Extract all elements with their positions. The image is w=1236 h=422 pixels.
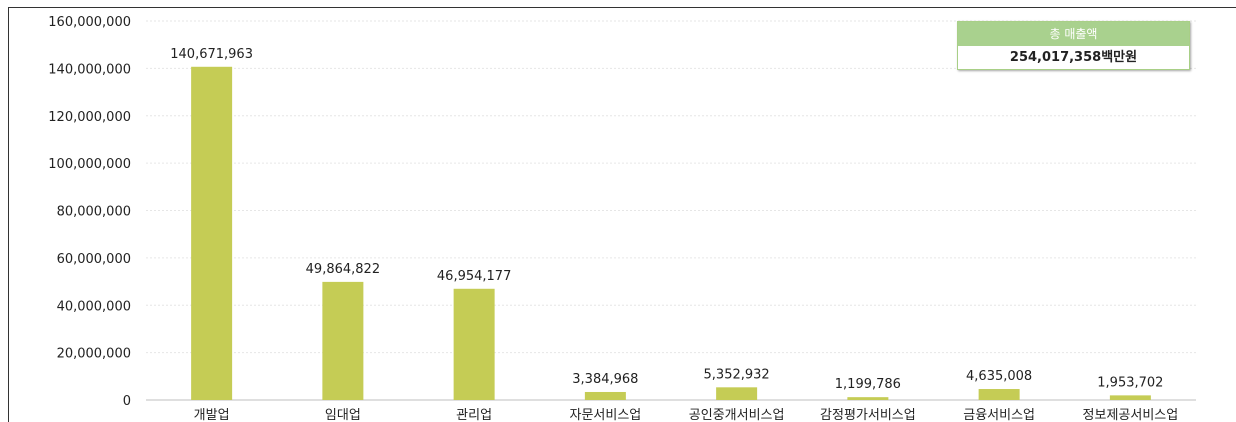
y-tick-label: 100,000,000 [48, 157, 131, 172]
bar [716, 387, 758, 400]
y-tick-label: 20,000,000 [57, 347, 131, 362]
y-tick-label: 160,000,000 [48, 15, 131, 30]
y-tick-label: 40,000,000 [57, 299, 131, 314]
x-category-label: 공인중개서비스업 [689, 408, 785, 422]
data-label: 49,864,822 [306, 262, 380, 277]
total-sales-value: 254,017,358백만원 [1009, 50, 1138, 65]
x-category-label: 개발업 [194, 408, 230, 422]
bar [1109, 395, 1151, 400]
y-tick-label: 140,000,000 [48, 62, 131, 77]
data-label: 1,199,786 [835, 377, 901, 392]
x-category-label: 자문서비스업 [569, 408, 641, 422]
bar [453, 288, 495, 400]
x-category-label: 관리업 [456, 408, 492, 422]
chart-frame [8, 7, 1236, 422]
bar [978, 389, 1020, 400]
y-tick-label: 0 [123, 394, 131, 409]
bar [847, 397, 889, 400]
x-category-label: 금융서비스업 [963, 408, 1035, 422]
data-label: 140,671,963 [170, 47, 253, 62]
bar [322, 281, 364, 400]
data-label: 46,954,177 [437, 269, 511, 284]
data-label: 5,352,932 [704, 367, 770, 382]
data-label: 4,635,008 [966, 369, 1032, 384]
x-category-label: 임대업 [325, 408, 361, 422]
y-tick-label: 80,000,000 [57, 205, 131, 220]
total-sales-box: 총 매출액 254,017,358백만원 [957, 21, 1190, 70]
data-label: 3,384,968 [572, 372, 638, 387]
total-sales-title: 총 매출액 [958, 22, 1189, 46]
x-category-label: 정보제공서비스업 [1083, 408, 1179, 422]
y-tick-label: 60,000,000 [57, 252, 131, 267]
x-category-label: 감정평가서비스업 [820, 408, 916, 422]
y-tick-label: 120,000,000 [48, 110, 131, 125]
data-label: 1,953,702 [1097, 375, 1163, 390]
bar [584, 391, 626, 400]
bar [191, 66, 233, 400]
